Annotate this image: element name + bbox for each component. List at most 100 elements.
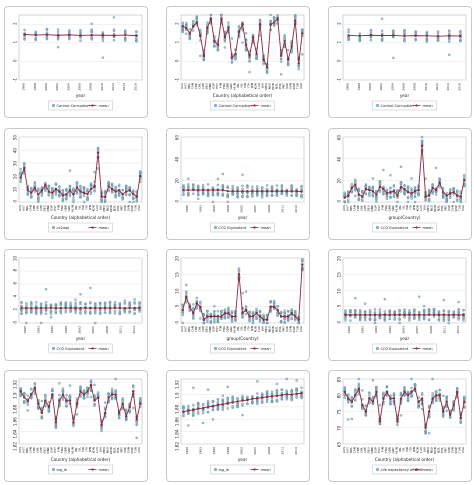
mean-point	[393, 313, 396, 317]
scatter-point	[457, 308, 460, 311]
x-tick-label: HUN	[232, 326, 236, 333]
scatter-point	[61, 198, 65, 202]
scatter-point	[290, 390, 293, 394]
scatter-point	[403, 311, 406, 314]
legend-series-label: CO2 Equivalent	[381, 226, 409, 230]
mean-point	[265, 65, 269, 69]
scatter-point	[279, 310, 283, 314]
x-tick-label: PRT	[120, 447, 124, 453]
mean-point	[265, 395, 269, 399]
mean-point	[399, 185, 403, 189]
scatter-point	[392, 195, 396, 198]
scatter-point	[135, 30, 138, 33]
scatter-point	[300, 53, 304, 56]
mean-point	[79, 390, 82, 393]
x-tick-label: 2014	[446, 83, 450, 91]
x-tick-label: KOR	[254, 326, 258, 332]
scatter-point	[101, 39, 105, 43]
mean-point	[350, 186, 353, 190]
mean-point	[246, 398, 249, 402]
x-tick-label: BEL	[187, 83, 191, 89]
chart-panel: -1 0 1 2 1996 1998 2000 2002 2004 2006 2008 2010 201…	[328, 6, 472, 118]
x-tick-label: DEU	[366, 447, 370, 453]
scatter-point	[112, 16, 116, 19]
scatter-point	[19, 178, 23, 182]
scatter-point	[61, 388, 65, 392]
mean-point	[128, 405, 131, 409]
mean-point	[385, 390, 389, 394]
y-tick-label: 1.84	[13, 429, 18, 438]
x-tick-label: 2005	[415, 326, 419, 334]
scatter-point	[361, 389, 364, 392]
mean-point	[112, 34, 116, 37]
scatter-point	[56, 45, 60, 49]
scatter-point	[69, 304, 72, 308]
scatter-point	[447, 309, 451, 313]
scatter-point	[68, 191, 72, 195]
scatter-point	[368, 192, 371, 196]
chart-panel: 0 10 20 30 40 50 AUS AUT BEL CAN CHE CHL CZE DEU DNK ES…	[4, 128, 148, 240]
scatter-point	[30, 302, 33, 306]
scatter-point	[39, 312, 43, 316]
scatter-point	[112, 29, 116, 33]
scatter-point	[135, 200, 138, 203]
mean-point	[187, 409, 190, 412]
scatter-point	[399, 165, 403, 169]
legend-series-label: Life expectancy at birth	[381, 468, 424, 472]
legend-mean-marker	[91, 347, 94, 350]
x-tick-label: 2004	[66, 83, 70, 91]
scatter-point	[39, 303, 43, 306]
scatter-point	[133, 300, 136, 304]
scatter-point	[452, 188, 455, 192]
scatter-point	[138, 303, 141, 306]
mean-point	[413, 189, 417, 193]
y-tick-label: -1	[337, 78, 342, 82]
x-tick-label: NZL	[113, 205, 117, 211]
x-tick-label: AUS	[180, 326, 184, 332]
mean-point	[101, 34, 105, 37]
mean-point	[354, 394, 357, 397]
x-tick-label: CHL	[197, 83, 201, 89]
mean-point	[260, 189, 264, 193]
y-tick-label: 10	[175, 288, 180, 294]
mean-point	[54, 306, 58, 310]
mean-point	[206, 405, 210, 409]
scatter-point	[295, 379, 298, 382]
scatter-point	[442, 298, 446, 302]
y-tick-label: 65	[337, 442, 342, 448]
mean-point	[343, 196, 346, 199]
scatter-point	[462, 309, 465, 312]
scatter-point	[51, 189, 54, 192]
mean-point	[220, 17, 223, 20]
mean-point	[300, 392, 303, 395]
scatter-point	[431, 394, 434, 398]
scatter-point	[462, 395, 466, 399]
legend-scatter-marker	[213, 346, 218, 351]
scatter-point	[89, 380, 93, 384]
scatter-point	[371, 177, 375, 180]
x-tick-label: 2005	[253, 205, 257, 213]
mean-point	[19, 390, 22, 393]
x-axis-title: year	[76, 93, 86, 98]
scatter-point	[40, 194, 44, 197]
x-tick-label: LUX	[257, 326, 261, 332]
scatter-point	[293, 312, 297, 315]
mean-point	[244, 308, 248, 312]
scatter-point	[438, 185, 441, 189]
scatter-point	[216, 177, 220, 181]
y-tick-label: 10	[13, 187, 18, 193]
x-tick-label: 2012	[111, 83, 115, 91]
scatter-point	[185, 32, 188, 36]
scatter-point	[442, 309, 446, 312]
scatter-point	[206, 403, 210, 406]
x-tick-label: GBR	[63, 205, 67, 211]
scatter-point	[283, 33, 286, 37]
mean-point	[270, 189, 274, 193]
legend-box	[210, 343, 275, 354]
legend-mean-label: mean	[423, 104, 433, 108]
x-tick-label: HUN	[70, 447, 74, 454]
x-tick-label: NLD	[106, 204, 110, 211]
chart-svg: 65 70 75 80 85 AUS AUT BEL CAN CHE CHL CZE DEU DNK ESP…	[337, 377, 467, 475]
mean-point	[26, 189, 29, 192]
x-tick-label: MEX	[426, 205, 430, 212]
